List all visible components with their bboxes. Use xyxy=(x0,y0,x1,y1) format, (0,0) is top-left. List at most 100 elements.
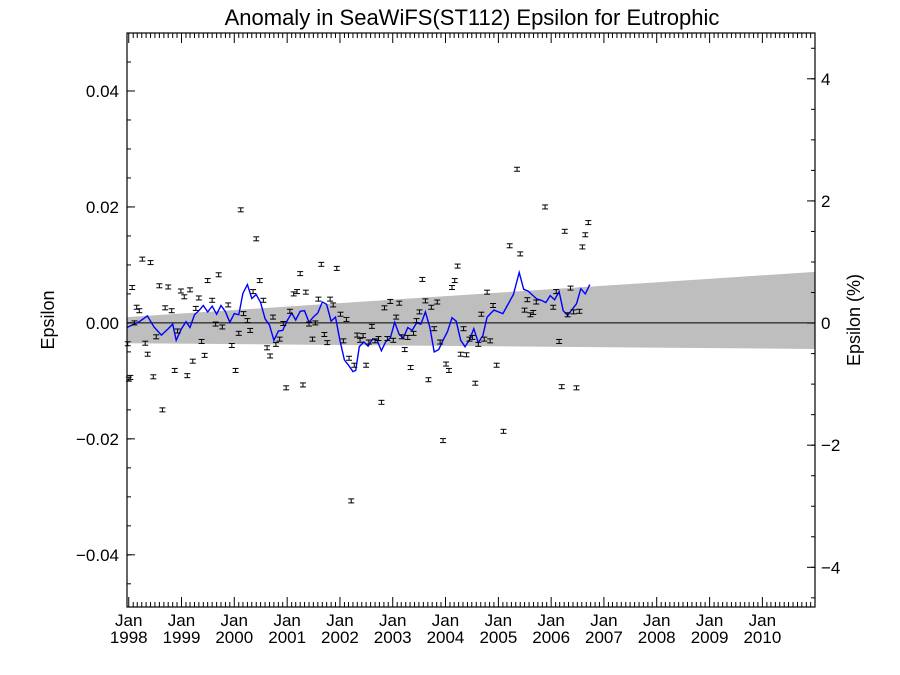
data-point xyxy=(490,303,497,309)
data-point xyxy=(198,338,205,344)
data-point xyxy=(487,338,494,344)
y-tick-label: 0.04 xyxy=(86,82,119,101)
x-tick-year: 2004 xyxy=(427,628,465,647)
data-point xyxy=(398,334,405,340)
x-tick-month: Jan xyxy=(273,611,300,630)
data-point xyxy=(410,330,417,336)
data-point xyxy=(181,294,188,300)
data-point xyxy=(136,308,143,314)
data-point xyxy=(159,407,166,413)
data-point xyxy=(381,305,388,311)
data-point xyxy=(475,341,482,347)
data-point xyxy=(448,285,455,291)
data-point xyxy=(256,278,263,284)
data-point xyxy=(165,284,172,290)
y2-tick-label: 0 xyxy=(821,314,830,333)
data-point xyxy=(561,228,568,234)
data-point xyxy=(443,361,450,367)
data-point xyxy=(299,382,306,388)
data-point xyxy=(434,299,441,305)
data-point xyxy=(156,283,163,289)
data-point xyxy=(189,358,196,364)
data-point xyxy=(240,311,247,317)
data-point xyxy=(372,338,379,344)
data-point xyxy=(124,341,131,347)
data-point xyxy=(237,207,244,213)
chart-title: Anomaly in SeaWiFS(ST112) Epsilon for Eu… xyxy=(225,5,720,30)
x-tick-month: Jan xyxy=(168,611,195,630)
data-point xyxy=(294,289,301,295)
data-point xyxy=(375,336,382,342)
data-point xyxy=(302,289,309,295)
data-point xyxy=(333,265,340,271)
data-point xyxy=(517,251,524,257)
data-point xyxy=(451,278,458,284)
x-tick-month: Jan xyxy=(432,611,459,630)
data-point xyxy=(378,399,385,405)
data-point xyxy=(431,326,438,332)
data-point xyxy=(312,320,319,326)
data-point xyxy=(500,428,507,434)
x-tick-year: 2009 xyxy=(691,628,729,647)
data-point xyxy=(363,362,370,368)
x-tick-month: Jan xyxy=(590,611,617,630)
x-tick-year: 2001 xyxy=(268,628,306,647)
data-point xyxy=(419,276,426,282)
data-point xyxy=(576,308,583,314)
data-point xyxy=(351,362,358,368)
x-tick-year: 2008 xyxy=(638,628,676,647)
data-point xyxy=(425,377,432,383)
data-point xyxy=(387,298,394,304)
data-points-layer xyxy=(124,166,592,504)
smoothed-series-layer xyxy=(126,269,591,373)
data-point xyxy=(129,285,136,291)
data-point xyxy=(212,321,219,327)
data-point xyxy=(469,334,476,340)
data-point xyxy=(360,333,367,339)
data-point xyxy=(396,300,403,306)
data-point xyxy=(235,330,242,336)
data-point xyxy=(579,244,586,250)
data-point xyxy=(340,338,347,344)
data-point xyxy=(267,353,274,359)
data-point xyxy=(533,299,540,305)
data-point xyxy=(187,287,194,293)
plot-border xyxy=(126,32,816,608)
x-tick-year: 1999 xyxy=(163,628,201,647)
data-point xyxy=(219,324,226,330)
data-point xyxy=(401,347,408,353)
data-point xyxy=(330,302,337,308)
confidence-band-layer xyxy=(127,271,815,349)
data-point xyxy=(407,365,414,371)
data-point xyxy=(324,340,331,346)
data-point xyxy=(225,302,232,308)
data-point xyxy=(558,384,565,390)
data-point xyxy=(481,336,488,342)
data-point xyxy=(445,367,452,373)
plot-frame xyxy=(126,32,816,608)
x-tick-month: Jan xyxy=(485,611,512,630)
data-point xyxy=(484,289,491,295)
data-point xyxy=(530,309,537,315)
data-point xyxy=(272,341,279,347)
y2-tick-label: 2 xyxy=(821,192,830,211)
data-point xyxy=(460,326,467,332)
data-point xyxy=(286,308,293,314)
data-point xyxy=(232,367,239,373)
data-point xyxy=(147,260,154,266)
data-point xyxy=(280,320,287,326)
x-tick-year: 2002 xyxy=(321,628,359,647)
data-point xyxy=(582,232,589,238)
data-point xyxy=(357,337,364,343)
y-tick-label: 0.02 xyxy=(86,198,119,217)
data-point xyxy=(556,338,563,344)
data-point xyxy=(553,289,560,295)
x-tick-month: Jan xyxy=(537,611,564,630)
data-point xyxy=(184,373,191,379)
data-point xyxy=(384,336,391,342)
data-point xyxy=(422,298,429,304)
data-point xyxy=(550,304,557,310)
x-tick-year: 2006 xyxy=(532,628,570,647)
